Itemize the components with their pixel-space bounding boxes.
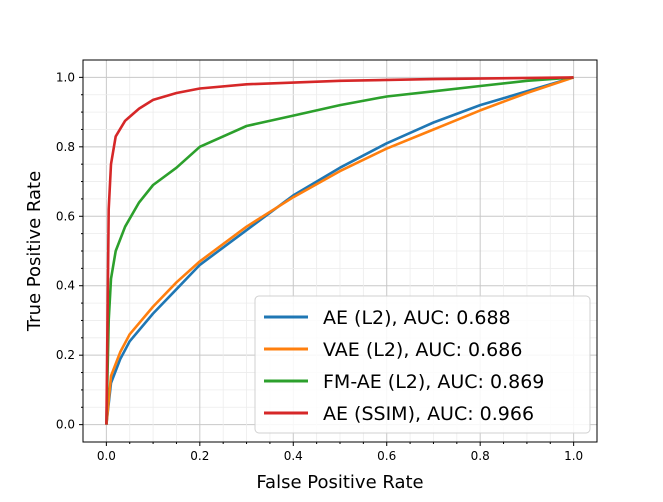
x-tick-label: 0.0: [97, 449, 116, 463]
series-line-1: [105, 76, 575, 425]
y-tick-label: 0.6: [56, 209, 75, 223]
legend-label: AE (SSIM), AUC: 0.966: [323, 403, 534, 425]
y-tick-label: 0.2: [56, 348, 75, 362]
x-tick-label: 0.6: [377, 449, 396, 463]
series-line-0: [105, 76, 574, 425]
y-tick-label: 0.8: [56, 140, 75, 154]
x-tick-label: 1.0: [564, 449, 583, 463]
x-tick-label: 0.2: [190, 449, 209, 463]
y-tick-label: 0.4: [56, 279, 75, 293]
y-tick-label: 0.0: [56, 418, 75, 432]
series-line-3: [105, 76, 574, 425]
series-line-2: [105, 76, 574, 425]
x-axis-label: False Positive Rate: [256, 472, 423, 493]
legend-box: [254, 295, 591, 434]
y-tick-label: 1.0: [56, 70, 75, 84]
legend-label: AE (L2), AUC: 0.688: [323, 307, 511, 329]
y-axis-label: True Positive Rate: [24, 171, 45, 332]
legend-label: FM-AE (L2), AUC: 0.869: [323, 371, 544, 393]
x-tick-label: 0.4: [284, 449, 303, 463]
legend: AE (L2), AUC: 0.688 VAE (L2), AUC: 0.686 F…: [254, 295, 591, 434]
legend-label: VAE (L2), AUC: 0.686: [323, 339, 522, 361]
x-tick-label: 0.8: [471, 449, 490, 463]
